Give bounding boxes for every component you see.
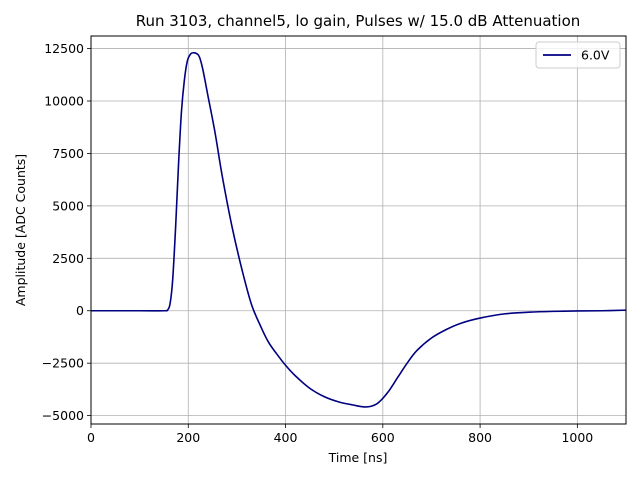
y-tick-label: 5000 [52, 198, 84, 213]
y-tick-label: −5000 [42, 408, 84, 423]
chart-title: Run 3103, channel5, lo gain, Pulses w/ 1… [136, 12, 581, 30]
series-line-6v [90, 51, 627, 408]
data-series-layer [90, 51, 627, 408]
x-axis-label: Time [ns] [328, 450, 388, 465]
y-tick-label: 10000 [44, 94, 84, 109]
x-tick-label: 1000 [561, 430, 593, 445]
y-tick-label: 0 [76, 303, 84, 318]
x-tick-label: 600 [371, 430, 395, 445]
y-tick-label: −2500 [42, 356, 84, 371]
grid-lines [90, 36, 626, 424]
y-axis-label: Amplitude [ADC Counts] [13, 154, 28, 306]
legend: 6.0V [535, 41, 621, 69]
y-tick-label: 7500 [52, 146, 84, 161]
legend-label: 6.0V [581, 48, 610, 63]
plot-frame [90, 35, 627, 425]
y-tick-label: 2500 [52, 251, 84, 266]
x-tick-label: 200 [176, 430, 200, 445]
y-tick-label: 12500 [44, 41, 84, 56]
legend-box [535, 41, 621, 69]
x-tick-label: 800 [468, 430, 492, 445]
x-tick-label: 0 [87, 430, 95, 445]
x-ticks: 0 200 400 600 800 1000 [87, 424, 593, 445]
y-ticks: −5000 −2500 0 2500 5000 7500 10000 12500 [42, 41, 91, 423]
x-tick-label: 400 [274, 430, 298, 445]
